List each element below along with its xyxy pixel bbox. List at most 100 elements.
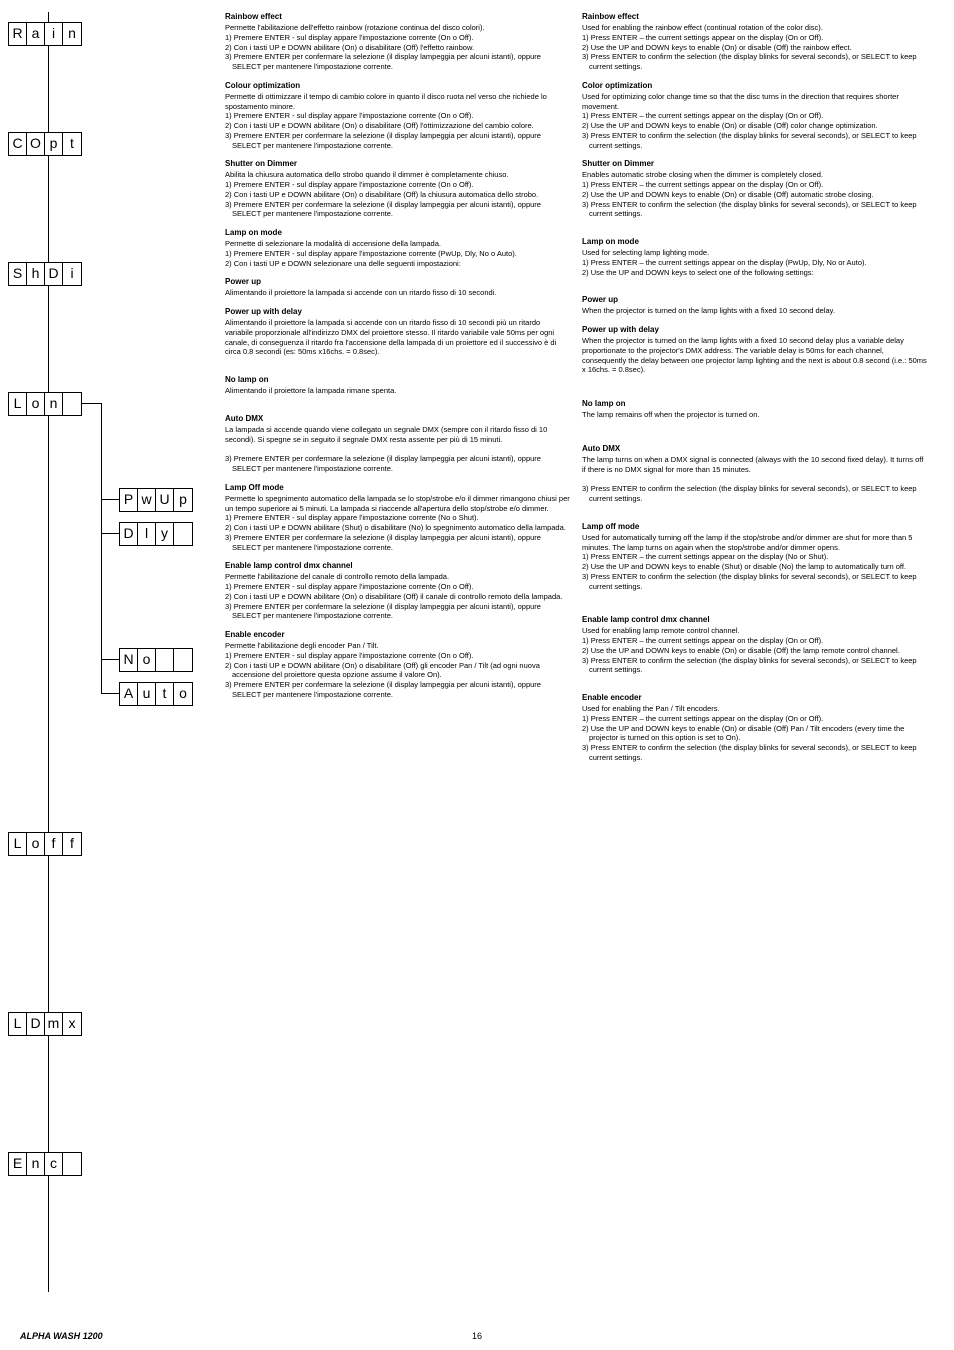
- paragraph: Used for enabling lamp remote control ch…: [582, 626, 927, 636]
- step: 1) Premere ENTER - sul display appare l'…: [232, 582, 570, 592]
- cell: D: [45, 263, 63, 285]
- step: 2) Use the UP and DOWN keys to enable (O…: [589, 190, 927, 200]
- menu-shdi: S h D i: [8, 262, 82, 286]
- section-shdi-it: Shutter on Dimmer Abilita la chiusura au…: [225, 159, 570, 219]
- step: 2) Use the UP and DOWN keys to select on…: [589, 268, 927, 278]
- section-loff-en: Lamp off mode Used for automatically tur…: [582, 522, 927, 592]
- step: 2) Con i tasti UP e DOWN selezionare una…: [232, 259, 570, 269]
- step: 3) Premere ENTER per confermare la selez…: [232, 131, 570, 151]
- cell: [63, 1153, 81, 1175]
- italian-column: Rainbow effect Permette l'abilitazione d…: [225, 12, 570, 772]
- paragraph: Abilita la chiusura automatica dello str…: [225, 170, 570, 180]
- heading: No lamp on: [225, 375, 570, 385]
- cell: m: [45, 1013, 63, 1035]
- cell: [174, 649, 192, 671]
- cell: h: [27, 263, 45, 285]
- english-column: Rainbow effect Used for enabling the rai…: [582, 12, 927, 772]
- cell: t: [156, 683, 174, 705]
- step: 1) Press ENTER – the current settings ap…: [589, 33, 927, 43]
- heading: No lamp on: [582, 399, 927, 409]
- section-pwupd-en: Power up with delay When the projector i…: [582, 325, 927, 375]
- paragraph: Used for automatically turning off the l…: [582, 533, 927, 553]
- menu-no: N o: [119, 648, 193, 672]
- step: 3) Press ENTER to confirm the selection …: [589, 572, 927, 592]
- footer-title: ALPHA WASH 1200: [20, 1331, 103, 1342]
- step: 2) Con i tasti UP e DOWN abilitare (On) …: [232, 190, 570, 200]
- step: 1) Premere ENTER - sul display appare l'…: [232, 33, 570, 43]
- heading: Enable lamp control dmx channel: [582, 615, 927, 625]
- connector: [101, 499, 119, 500]
- paragraph: Permette di selezionare la modalità di a…: [225, 239, 570, 249]
- cell: E: [9, 1153, 27, 1175]
- menu-lon: L o n: [8, 392, 82, 416]
- menu-dly: D l y: [119, 522, 193, 546]
- cell: i: [45, 23, 63, 45]
- section-copt-en: Color optimization Used for optimizing c…: [582, 81, 927, 151]
- cell: n: [45, 393, 63, 415]
- paragraph: Permette lo spegnimento automatico della…: [225, 494, 570, 514]
- step: 1) Premere ENTER - sul display appare l'…: [232, 180, 570, 190]
- menu-enc: E n c: [8, 1152, 82, 1176]
- step: 1) Premere ENTER - sul display appare l'…: [232, 249, 570, 259]
- cell: o: [27, 833, 45, 855]
- paragraph: Permette l'abilitazione del canale di co…: [225, 572, 570, 582]
- cell: D: [27, 1013, 45, 1035]
- heading: Auto DMX: [582, 444, 927, 454]
- step: 2) Con i tasti UP e DOWN abilitare (On) …: [232, 592, 570, 602]
- cell: L: [9, 833, 27, 855]
- heading: Rainbow effect: [225, 12, 570, 22]
- section-copt-it: Colour optimization Permette di ottimizz…: [225, 81, 570, 151]
- step: 2) Use the UP and DOWN keys to enable (O…: [589, 724, 927, 744]
- step: 1) Premere ENTER - sul display appare l'…: [232, 651, 570, 661]
- step: 2) Con i tasti UP e DOWN abilitare (On) …: [232, 121, 570, 131]
- paragraph: Used for enabling the rainbow effect (co…: [582, 23, 927, 33]
- cell: A: [120, 683, 138, 705]
- heading: Lamp off mode: [582, 522, 927, 532]
- heading: Rainbow effect: [582, 12, 927, 22]
- paragraph: Used for enabling the Pan / Tilt encoder…: [582, 704, 927, 714]
- step: 3) Press ENTER to confirm the selection …: [589, 52, 927, 72]
- cell: o: [27, 393, 45, 415]
- cell: i: [63, 263, 81, 285]
- step: 1) Press ENTER – the current settings ap…: [589, 111, 927, 121]
- heading: Enable encoder: [582, 693, 927, 703]
- paragraph: Permette di ottimizzare il tempo di camb…: [225, 92, 570, 112]
- section-lon-it: Lamp on mode Permette di selezionare la …: [225, 228, 570, 268]
- heading: Power up: [225, 277, 570, 287]
- heading: Lamp Off mode: [225, 483, 570, 493]
- section-pwup-it: Power up Alimentando il proiettore la la…: [225, 277, 570, 298]
- cell: [156, 649, 174, 671]
- step: 2) Use the UP and DOWN keys to enable (O…: [589, 646, 927, 656]
- cell: U: [156, 489, 174, 511]
- diagram-column: R a i n C O p t S h D i L o n: [8, 12, 213, 772]
- heading: Enable encoder: [225, 630, 570, 640]
- cell: C: [9, 133, 27, 155]
- cell: o: [174, 683, 192, 705]
- spine-line: [48, 12, 49, 1292]
- paragraph: Used for selecting lamp lighting mode.: [582, 248, 927, 258]
- cell: n: [63, 23, 81, 45]
- connector: [81, 403, 101, 404]
- cell: R: [9, 23, 27, 45]
- heading: Lamp on mode: [225, 228, 570, 238]
- section-rainbow-en: Rainbow effect Used for enabling the rai…: [582, 12, 927, 72]
- section-loff-it: Lamp Off mode Permette lo spegnimento au…: [225, 483, 570, 553]
- paragraph: Used for optimizing color change time so…: [582, 92, 927, 112]
- section-shdi-en: Shutter on Dimmer Enables automatic stro…: [582, 159, 927, 219]
- cell: S: [9, 263, 27, 285]
- cell: [63, 393, 81, 415]
- cell: c: [45, 1153, 63, 1175]
- heading: Colour optimization: [225, 81, 570, 91]
- step: 1) Press ENTER – the current settings ap…: [589, 714, 927, 724]
- page-number: 16: [472, 1331, 482, 1342]
- paragraph: La lampada si accende quando viene colle…: [225, 425, 570, 445]
- step: 3) Press ENTER to confirm the selection …: [589, 656, 927, 676]
- menu-copt: C O p t: [8, 132, 82, 156]
- paragraph: Permette l'abilitazione degli encoder Pa…: [225, 641, 570, 651]
- heading: Lamp on mode: [582, 237, 927, 247]
- cell: o: [138, 649, 156, 671]
- step: 3) Premere ENTER per confermare la selez…: [232, 52, 570, 72]
- step: 3) Press ENTER to confirm the selection …: [589, 200, 927, 220]
- step: 2) Con i tasti UP e DOWN abilitare (On) …: [232, 661, 570, 681]
- section-pwupd-it: Power up with delay Alimentando il proie…: [225, 307, 570, 357]
